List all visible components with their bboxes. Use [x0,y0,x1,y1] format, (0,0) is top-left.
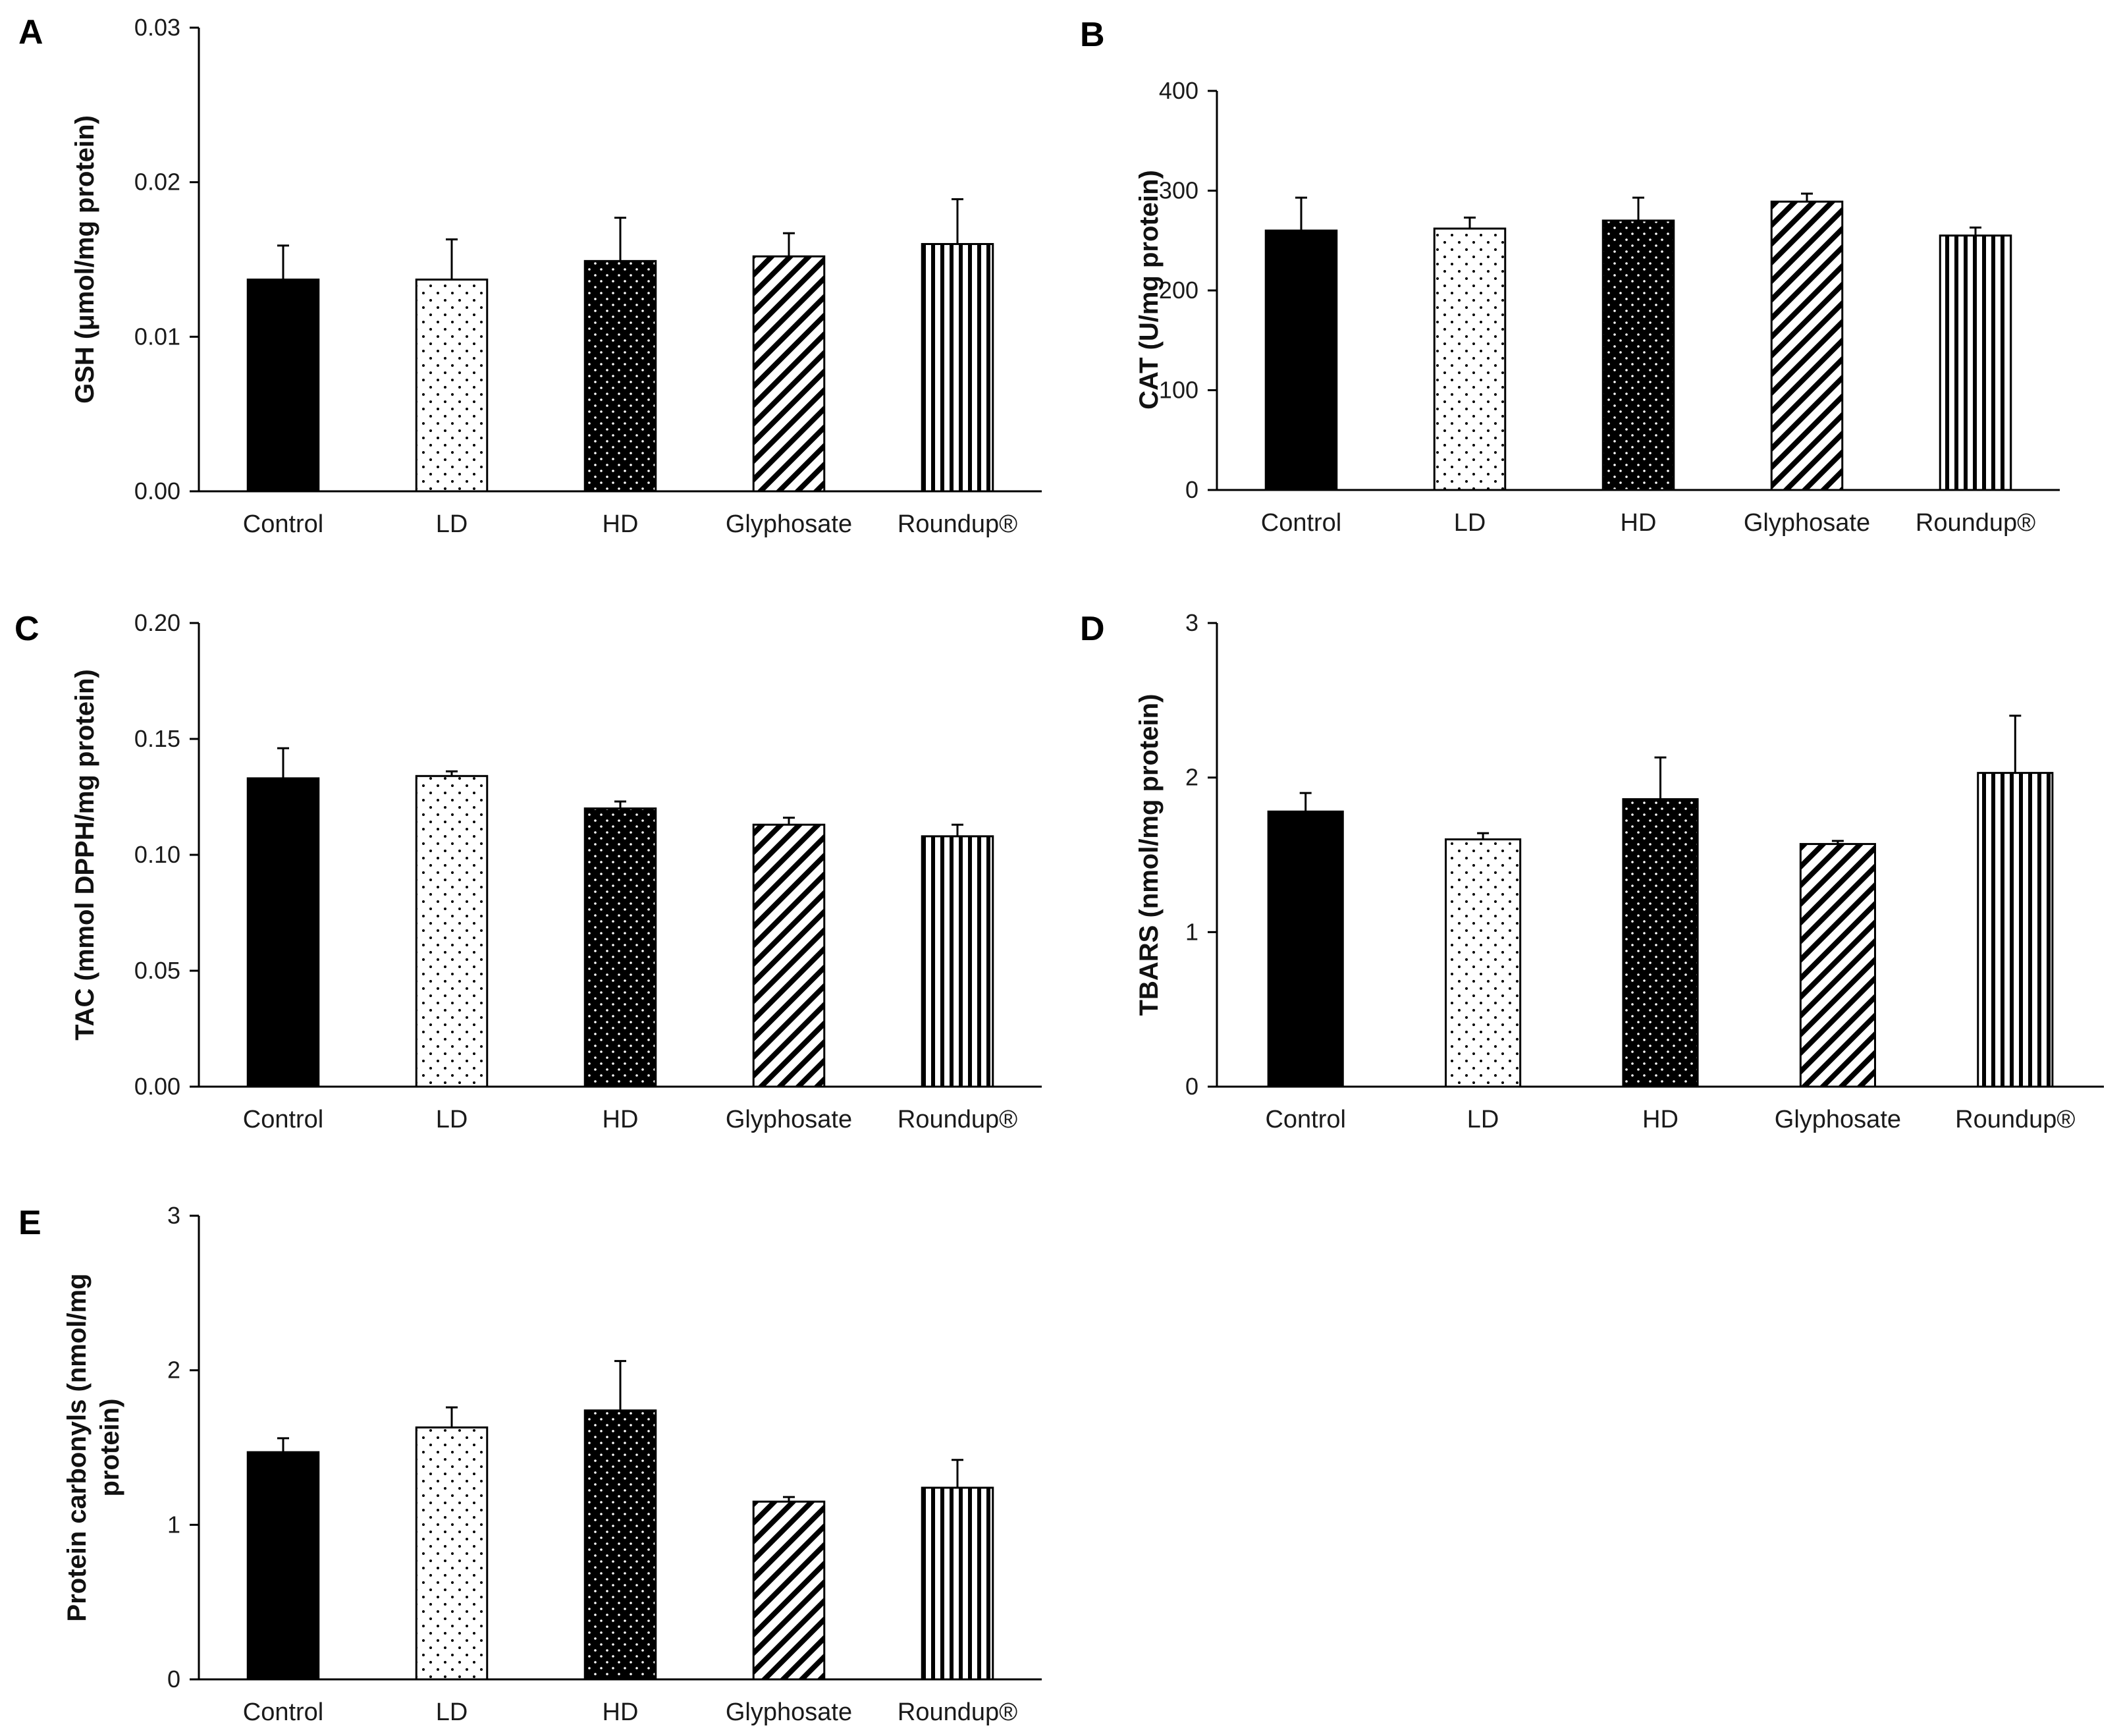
category-label: Roundup® [898,1106,1017,1133]
panel-letter: B [1080,16,1105,54]
category-label: Glyphosate [1775,1106,1901,1133]
bar-roundup [921,243,994,493]
y-tick-label: 3 [167,1202,180,1229]
y-tick-label: 0 [1185,476,1198,503]
bar-roundup [1977,772,2054,1088]
bar-ld [1445,838,1522,1088]
y-tick-label: 0.15 [134,725,180,752]
bar-hd [583,259,657,493]
bar-control [1264,229,1338,491]
y-tick-label: 2 [1185,764,1198,791]
category-label: Control [1265,1106,1346,1133]
panel-letter: C [14,610,40,648]
category-label: HD [603,510,639,538]
y-axis-title: TBARS (nmol/mg protein) [1135,694,1164,1016]
bar-ld [415,1426,489,1681]
category-label: LD [436,1106,468,1133]
category-label: Roundup® [1955,1106,2075,1133]
category-label: HD [603,1698,639,1726]
category-label: LD [436,1698,468,1726]
category-label: Glyphosate [726,1698,852,1726]
category-label: Control [243,1106,324,1133]
bar-glyphosate [1770,200,1844,491]
y-tick-label: 2 [167,1357,180,1384]
panel-c: C 0.00 0.05 0.10 0.15 0.20 Control LD HD Glyphosa… [14,609,1042,1133]
bar-roundup [921,835,994,1088]
y-tick-label: 400 [1159,77,1198,104]
bar-control [246,777,320,1088]
bar-hd [583,1409,657,1681]
y-axis-title: CAT (U/mg protein) [1135,170,1164,410]
bar-hd [1601,219,1675,491]
category-label: Roundup® [898,510,1017,538]
category-label: Glyphosate [726,510,852,538]
category-label: Glyphosate [1744,509,1870,537]
category-label: Control [243,1698,324,1726]
category-label: Control [1261,509,1342,537]
y-tick-label: 0 [1185,1073,1198,1100]
category-label: Glyphosate [726,1106,852,1133]
panel-d: D 0 1 2 3 Control LD HD Glyphosate Roundup® TBARS … [1080,609,2104,1133]
bar-ld [415,774,489,1088]
bar-ld [415,279,489,493]
category-label: LD [1454,509,1486,537]
category-label: LD [1467,1106,1499,1133]
y-tick-label: 1 [1185,918,1198,945]
y-tick-label: 300 [1159,177,1198,204]
y-tick-label: 0.02 [134,169,180,196]
bar-hd [1622,798,1699,1088]
y-tick-label: 0.01 [134,323,180,350]
y-axis-title: TAC (mmol DPPH/mg protein) [70,669,99,1041]
category-label: Control [243,510,324,538]
y-tick-label: 3 [1185,609,1198,636]
category-label: HD [1621,509,1657,537]
bar-roundup [1939,234,2012,491]
y-tick-label: 0.20 [134,609,180,636]
bar-glyphosate [752,255,826,493]
y-axis-title: GSH (μmol/mg protein) [70,115,99,404]
y-tick-label: 100 [1159,377,1198,404]
panel-e: E 0 1 2 3 Control LD HD Glyphosate Roundup® Protei… [18,1202,1042,1726]
y-tick-label: 0.10 [134,841,180,868]
bar-glyphosate [752,1500,826,1681]
y-axis-title: protein) [95,1399,124,1497]
panel-a: A 0.00 0.01 0.02 0.03 Control LD HD Glyphosate Ro… [18,13,1042,538]
bar-hd [583,807,657,1088]
bar-control [1267,810,1344,1088]
bar-glyphosate [1799,843,1876,1088]
bar-control [246,1451,320,1681]
y-tick-label: 200 [1159,277,1198,304]
bar-control [246,279,320,493]
panel-letter: D [1080,610,1105,648]
bar-roundup [921,1486,994,1681]
panel-b: B 0 100 200 300 400 Control LD HD Glyphosate Round… [1080,16,2060,537]
category-label: HD [1642,1106,1679,1133]
y-tick-label: 0.03 [134,14,180,41]
y-tick-label: 0 [167,1666,180,1693]
y-tick-label: 1 [167,1511,180,1538]
panel-letter: E [18,1204,41,1242]
bar-glyphosate [752,823,826,1088]
panel-letter: A [18,13,43,51]
y-axis-title: Protein carbonyls (nmol/mg [63,1274,92,1622]
y-tick-label: 0.05 [134,957,180,984]
bar-ld [1433,227,1507,491]
category-label: HD [603,1106,639,1133]
y-tick-label: 0.00 [134,1073,180,1100]
category-label: LD [436,510,468,538]
y-tick-label: 0.00 [134,477,180,504]
category-label: Roundup® [898,1698,1017,1726]
category-label: Roundup® [1916,509,2035,537]
